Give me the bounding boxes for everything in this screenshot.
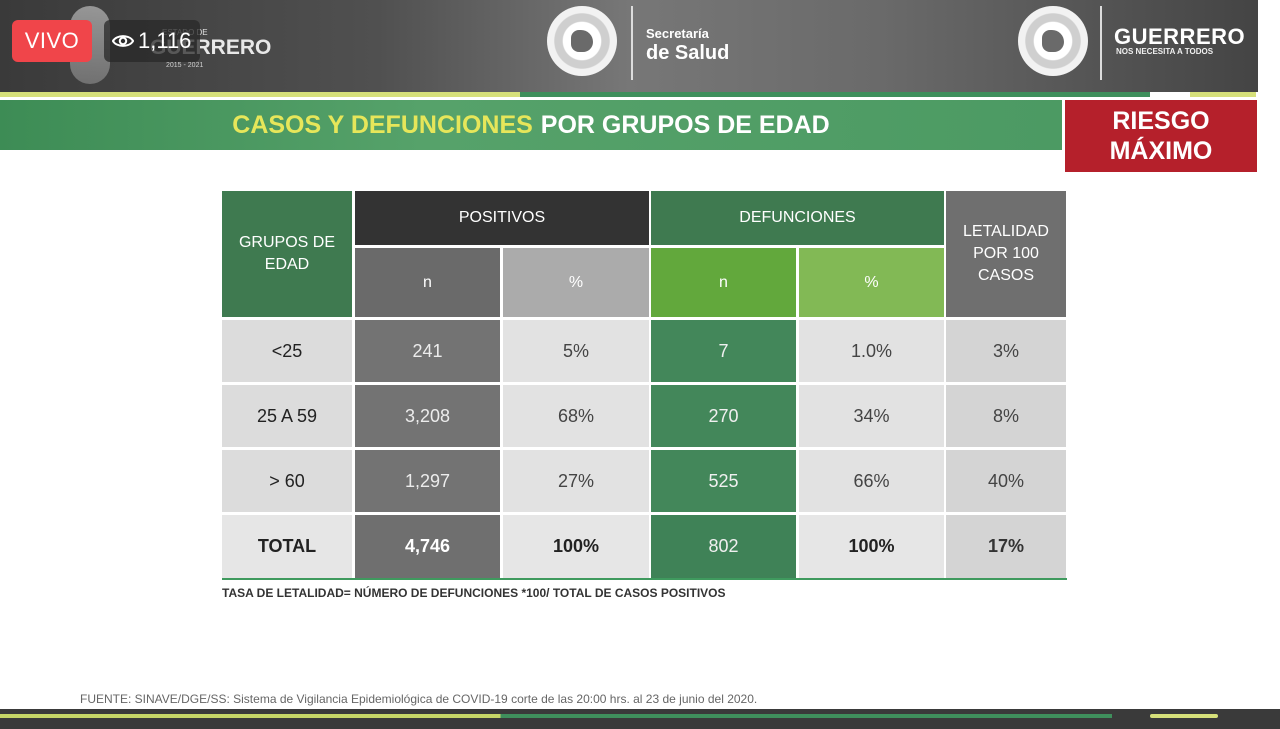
risk-badge: RIESGO MÁXIMO bbox=[1065, 100, 1257, 172]
total-letalidad: 17% bbox=[946, 515, 1066, 578]
guerrero-logo-icon bbox=[1018, 6, 1088, 76]
subheader-pos-pct: % bbox=[503, 248, 649, 317]
row-def-n: 7 bbox=[651, 320, 796, 382]
total-pos-n: 4,746 bbox=[355, 515, 500, 578]
title-highlight: CASOS Y DEFUNCIONES bbox=[232, 110, 533, 139]
table-bottom-rule bbox=[222, 578, 1067, 580]
title-rest: POR GRUPOS DE EDAD bbox=[540, 110, 830, 139]
row-pos-n: 3,208 bbox=[355, 385, 500, 447]
salud-logo-icon bbox=[547, 6, 617, 76]
header-stripe bbox=[1190, 92, 1256, 97]
footer-stripe bbox=[0, 714, 1112, 718]
row-group: 25 A 59 bbox=[222, 385, 352, 447]
row-pos-n: 241 bbox=[355, 320, 500, 382]
col-header-defunciones: DEFUNCIONES bbox=[651, 191, 944, 245]
row-letalidad: 3% bbox=[946, 320, 1066, 382]
footer-bar bbox=[0, 709, 1280, 729]
total-pos-pct: 100% bbox=[503, 515, 649, 578]
row-pos-pct: 27% bbox=[503, 450, 649, 512]
secretaria-label: Secretaría bbox=[646, 26, 709, 41]
col-header-positivos: POSITIVOS bbox=[355, 191, 649, 245]
row-def-pct: 34% bbox=[799, 385, 944, 447]
row-letalidad: 40% bbox=[946, 450, 1066, 512]
col-header-letalidad: LETALIDAD POR 100 CASOS bbox=[946, 191, 1066, 317]
subheader-def-n: n bbox=[651, 248, 796, 317]
header-stripe bbox=[0, 92, 520, 97]
guerrero-slogan: NOS NECESITA A TODOS bbox=[1116, 47, 1214, 56]
slide-title: CASOS Y DEFUNCIONES POR GRUPOS DE EDAD bbox=[0, 100, 1062, 150]
total-def-n: 802 bbox=[651, 515, 796, 578]
header-stripe bbox=[520, 92, 1150, 97]
row-pos-pct: 68% bbox=[503, 385, 649, 447]
header-divider bbox=[631, 6, 633, 80]
row-def-pct: 66% bbox=[799, 450, 944, 512]
row-letalidad: 8% bbox=[946, 385, 1066, 447]
header-edge bbox=[1258, 0, 1280, 100]
header-divider bbox=[1100, 6, 1102, 80]
row-pos-n: 1,297 bbox=[355, 450, 500, 512]
guerrero-name: GUERRERO bbox=[1114, 24, 1246, 49]
total-group: TOTAL bbox=[222, 515, 352, 578]
live-badge: VIVO bbox=[12, 20, 92, 62]
risk-line-2: MÁXIMO bbox=[1109, 137, 1213, 165]
eye-icon bbox=[112, 35, 134, 47]
estado-years: 2015 - 2021 bbox=[166, 62, 204, 69]
risk-line-1: RIESGO bbox=[1112, 107, 1210, 135]
footer-stripe bbox=[1150, 714, 1218, 718]
row-group: > 60 bbox=[222, 450, 352, 512]
row-def-n: 525 bbox=[651, 450, 796, 512]
secretaria-name: de Salud bbox=[646, 42, 730, 64]
viewer-count-value: 1,116 bbox=[138, 28, 192, 53]
row-def-n: 270 bbox=[651, 385, 796, 447]
lethality-note: TASA DE LETALIDAD= NÚMERO DE DEFUNCIONES… bbox=[222, 586, 726, 600]
subheader-def-pct: % bbox=[799, 248, 944, 317]
row-def-pct: 1.0% bbox=[799, 320, 944, 382]
viewer-count: 1,116 bbox=[104, 20, 200, 62]
row-group: <25 bbox=[222, 320, 352, 382]
subheader-pos-n: n bbox=[355, 248, 500, 317]
col-header-group: GRUPOS DE EDAD bbox=[222, 191, 352, 317]
source-note: FUENTE: SINAVE/DGE/SS: Sistema de Vigila… bbox=[80, 692, 758, 706]
total-def-pct: 100% bbox=[799, 515, 944, 578]
row-pos-pct: 5% bbox=[503, 320, 649, 382]
